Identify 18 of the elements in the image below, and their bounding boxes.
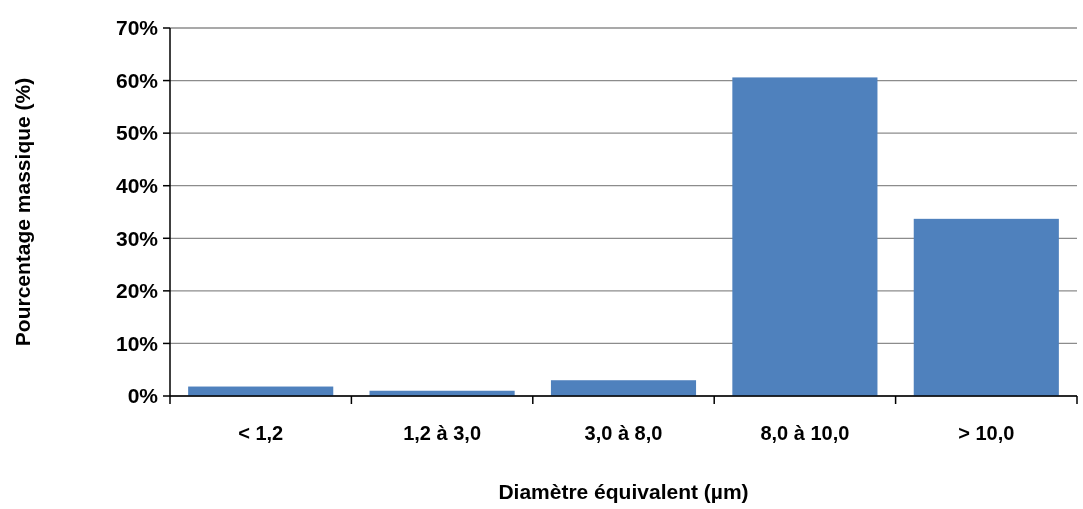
x-tick-label: < 1,2 (238, 422, 284, 444)
x-tick-label: 3,0 à 8,0 (584, 422, 663, 444)
y-tick-label: 70% (115, 16, 159, 40)
x-tick-label: 8,0 à 10,0 (760, 422, 850, 444)
x-axis-title: Diamètre équivalent (µm) (498, 480, 749, 503)
y-tick-label: 40% (115, 174, 159, 198)
y-tick-label: 50% (115, 121, 159, 145)
x-tick-label: 1,2 à 3,0 (403, 422, 482, 444)
y-tick-label: 0% (127, 384, 159, 408)
y-tick-label: 10% (115, 331, 159, 355)
x-tick-label: > 10,0 (958, 422, 1015, 444)
y-tick-label: 30% (115, 226, 159, 250)
y-tick-label: 20% (115, 279, 159, 303)
bar (732, 77, 878, 396)
y-tick-label: 60% (115, 68, 159, 92)
bar (550, 380, 697, 396)
y-axis-title: Pourcentage massique (%) (11, 77, 34, 347)
bar (913, 218, 1059, 396)
